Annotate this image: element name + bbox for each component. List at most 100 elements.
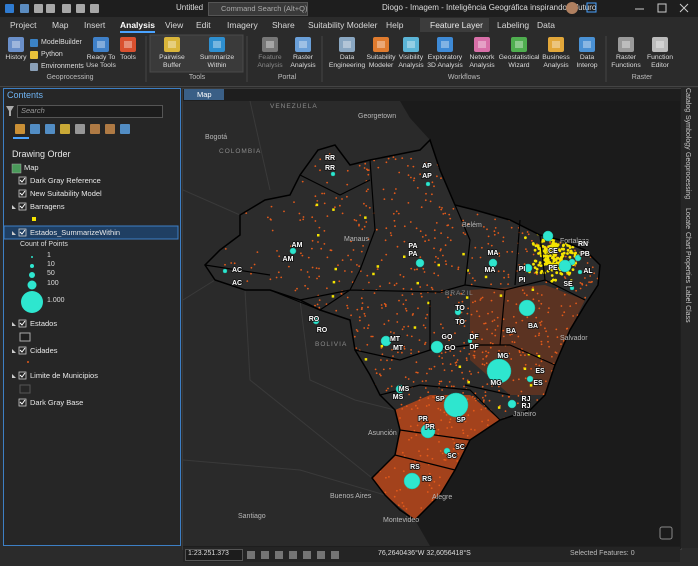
tool-label[interactable]: Business bbox=[542, 54, 570, 61]
tool-label[interactable]: Analysis bbox=[290, 61, 316, 69]
tool-label[interactable]: Function bbox=[646, 54, 674, 61]
tool-label[interactable]: Editor bbox=[651, 61, 669, 69]
tool-label[interactable]: Interop bbox=[576, 61, 598, 69]
menu-tab[interactable]: Share bbox=[272, 20, 295, 30]
menu-tab[interactable]: Imagery bbox=[227, 20, 258, 30]
tool-label[interactable]: Python bbox=[41, 51, 63, 58]
tool-label[interactable]: Functions bbox=[611, 61, 641, 69]
city-point bbox=[367, 169, 370, 172]
city-point bbox=[318, 275, 320, 278]
city-point bbox=[356, 308, 359, 311]
side-tab[interactable]: Catalog bbox=[684, 88, 691, 113]
menu-tab[interactable]: Edit bbox=[196, 20, 211, 30]
dam-point bbox=[562, 243, 565, 247]
command-search[interactable]: Command Search (Alt+Q) bbox=[208, 2, 308, 16]
context-tab[interactable]: Data bbox=[537, 20, 555, 30]
layer-name[interactable]: Limite de Municipios bbox=[30, 371, 98, 380]
tool-label[interactable]: 3D Analysis bbox=[427, 61, 463, 69]
city-point bbox=[526, 231, 529, 233]
menu-tab[interactable]: Insert bbox=[84, 20, 106, 30]
selected-features[interactable]: Selected Features: 0 bbox=[570, 550, 635, 557]
tool-label[interactable]: Analysis bbox=[469, 61, 495, 69]
context-group-label[interactable]: Feature Layer bbox=[430, 20, 483, 30]
tool-label[interactable]: Exploratory bbox=[427, 54, 463, 61]
tool-label[interactable]: History bbox=[5, 54, 27, 61]
map-tab-label[interactable]: Map bbox=[197, 90, 212, 99]
city-point bbox=[304, 284, 306, 287]
layer-name[interactable]: New Suitability Model bbox=[30, 189, 102, 198]
tool-label[interactable]: Analysis bbox=[543, 61, 569, 69]
dam-point bbox=[554, 268, 558, 271]
tool-label[interactable]: Suitability bbox=[366, 54, 396, 61]
layer-name[interactable]: Estados bbox=[30, 319, 58, 328]
tool-label[interactable]: Analysis bbox=[257, 61, 283, 69]
layer-checkbox bbox=[18, 346, 27, 355]
tool-label[interactable]: ModelBuilder bbox=[41, 39, 82, 46]
place-label: BOLIVIA bbox=[315, 341, 347, 348]
layer-name[interactable]: Dark Gray Reference bbox=[30, 176, 101, 185]
tool-label[interactable]: Ready To bbox=[86, 54, 116, 61]
city-point bbox=[454, 362, 457, 364]
tool-label[interactable]: Network bbox=[469, 54, 495, 61]
scale-text[interactable]: 1:23.251.373 bbox=[188, 550, 229, 557]
layer-name[interactable]: Map bbox=[24, 163, 39, 172]
menu-tab[interactable]: Map bbox=[52, 20, 69, 30]
layer-name[interactable]: Cidades bbox=[30, 346, 58, 355]
scale-box[interactable] bbox=[185, 549, 243, 561]
tool-label[interactable]: Analysis bbox=[398, 61, 424, 69]
city-point bbox=[472, 409, 475, 412]
menu-tab[interactable]: Help bbox=[386, 20, 404, 30]
tool-label[interactable]: Summarize bbox=[199, 54, 235, 61]
city-point bbox=[366, 274, 369, 277]
dam-point bbox=[550, 268, 554, 272]
dam-point bbox=[499, 294, 503, 297]
dam-point bbox=[538, 261, 542, 265]
notify-icon bbox=[586, 2, 597, 13]
side-tab[interactable]: Chart Properties bbox=[684, 232, 691, 283]
tool-label[interactable]: Data bbox=[579, 54, 595, 61]
menu-tab[interactable]: Suitability Modeler bbox=[308, 20, 378, 30]
layer-name[interactable]: Estados_SummarizeWithin bbox=[30, 228, 121, 237]
tool-label[interactable]: Geostatistical bbox=[498, 54, 540, 61]
city-point bbox=[521, 232, 524, 235]
tool-label[interactable]: Pairwise bbox=[159, 54, 185, 61]
city-point bbox=[524, 354, 526, 357]
layer-name[interactable]: Barragens bbox=[30, 202, 65, 211]
city-point bbox=[539, 321, 541, 324]
city-point bbox=[477, 371, 480, 374]
menu-tab[interactable]: Analysis bbox=[120, 20, 155, 33]
tool-label[interactable]: Visibility bbox=[398, 54, 424, 61]
city-point bbox=[449, 418, 452, 421]
tool-label[interactable]: Raster bbox=[615, 54, 637, 61]
tool-label[interactable]: Wizard bbox=[508, 61, 530, 69]
tool-label[interactable]: Within bbox=[207, 61, 227, 69]
tool-icon bbox=[579, 37, 595, 52]
tool-label[interactable]: Modeler bbox=[368, 61, 394, 69]
city-point bbox=[314, 195, 317, 198]
side-tab[interactable]: Geoprocessing bbox=[684, 152, 691, 200]
side-tab[interactable]: Label Class bbox=[684, 286, 691, 323]
tool-label[interactable]: Data bbox=[339, 54, 355, 61]
tool-label[interactable]: Raster bbox=[292, 54, 314, 61]
city-point bbox=[245, 212, 248, 215]
menu-tab[interactable]: View bbox=[165, 20, 184, 30]
contents-search[interactable] bbox=[17, 105, 163, 118]
dam-point bbox=[524, 236, 527, 240]
side-tab[interactable]: Locate bbox=[684, 208, 691, 230]
city-point bbox=[293, 201, 295, 204]
tool-label[interactable]: Use Tools bbox=[86, 61, 116, 69]
tool-label[interactable]: Tools bbox=[120, 54, 136, 61]
city-point bbox=[536, 292, 539, 295]
map-tab[interactable] bbox=[184, 89, 224, 100]
tool-label[interactable]: Feature bbox=[258, 54, 282, 61]
city-point bbox=[494, 334, 497, 337]
menu-tab[interactable]: Project bbox=[10, 20, 37, 30]
layer-name[interactable]: Dark Gray Base bbox=[30, 398, 84, 407]
tool-icon bbox=[548, 37, 564, 52]
side-tab[interactable]: Symbology bbox=[684, 115, 691, 150]
tool-label[interactable]: Buffer bbox=[162, 61, 182, 69]
tool-label[interactable]: Environments bbox=[41, 63, 84, 70]
tool-label[interactable]: Engineering bbox=[328, 61, 366, 69]
context-tab[interactable]: Labeling bbox=[497, 20, 530, 30]
dam-point bbox=[552, 240, 555, 244]
